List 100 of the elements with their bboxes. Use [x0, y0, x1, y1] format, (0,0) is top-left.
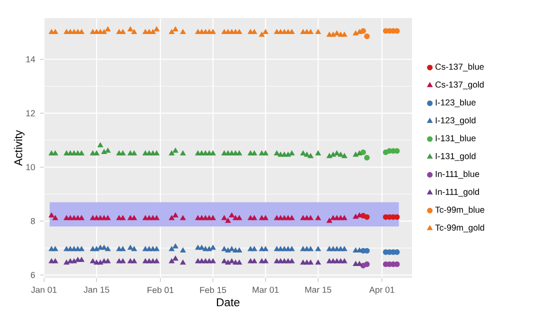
point [315, 215, 321, 220]
point [168, 258, 174, 264]
point [356, 29, 362, 34]
point [168, 246, 174, 252]
point [262, 246, 268, 252]
point [172, 212, 178, 218]
point [315, 29, 321, 34]
point [356, 150, 362, 156]
point [285, 152, 291, 157]
point [94, 246, 100, 252]
point [128, 244, 134, 250]
point [364, 214, 370, 220]
legend-label: I-131_blue [436, 134, 476, 143]
point [131, 150, 137, 156]
point [48, 150, 54, 156]
point [308, 260, 314, 265]
point [289, 258, 295, 264]
point [342, 215, 348, 220]
legend-label: I-123_gold [436, 117, 476, 126]
point [154, 26, 160, 32]
point [360, 149, 366, 156]
y-axis-title: Activity [14, 130, 24, 166]
point [180, 150, 186, 156]
point [131, 246, 137, 252]
point [154, 258, 160, 264]
point [262, 258, 268, 264]
point [364, 34, 370, 40]
point [315, 246, 321, 252]
point [131, 258, 137, 264]
point [105, 148, 111, 153]
point [364, 261, 370, 268]
point [180, 260, 186, 265]
point [315, 260, 321, 265]
point [78, 256, 84, 262]
point [52, 215, 58, 220]
point [330, 152, 336, 157]
point [131, 215, 137, 220]
point [64, 150, 70, 156]
point [180, 248, 186, 252]
point [195, 150, 201, 156]
legend-label: In-111_blue [436, 170, 480, 179]
point [334, 150, 340, 156]
point [48, 258, 54, 264]
point [168, 29, 174, 34]
x-tick-label: Feb 15 [200, 286, 226, 294]
x-tick-label: Mar 01 [252, 286, 279, 293]
point [131, 29, 137, 34]
point [315, 150, 321, 156]
point [48, 212, 54, 218]
point [278, 258, 284, 264]
point [278, 246, 284, 252]
point [71, 258, 77, 264]
point [308, 246, 314, 252]
point [52, 258, 58, 264]
point [154, 150, 160, 156]
y-tick-label: 14 [26, 56, 36, 62]
x-tick-label: Mar 15 [305, 286, 332, 293]
legend-label: Tc-99m_gold [435, 224, 484, 232]
point [352, 214, 358, 219]
point [172, 148, 178, 153]
point [120, 150, 126, 156]
legend-label: I-123_blue [436, 99, 476, 108]
y-tick-label: 10 [26, 164, 35, 170]
point [172, 26, 178, 32]
point [364, 154, 370, 160]
point [262, 29, 268, 34]
point [338, 152, 344, 157]
point [342, 246, 348, 252]
point [262, 215, 268, 220]
point [326, 153, 332, 158]
point [360, 28, 366, 34]
point [334, 30, 340, 36]
x-axis-title: Date [216, 298, 240, 306]
point [120, 258, 126, 264]
point [300, 150, 306, 156]
point [274, 150, 280, 156]
point [120, 215, 126, 220]
point [352, 30, 358, 36]
point [101, 244, 107, 250]
point [52, 150, 58, 156]
point [326, 218, 332, 223]
point [94, 150, 100, 156]
x-tick-label: Jan 01 [31, 286, 57, 293]
point [304, 152, 310, 157]
y-tick-label: 8 [30, 218, 35, 224]
y-tick-label: 6 [30, 272, 35, 278]
point [168, 150, 174, 156]
point [128, 26, 134, 32]
point [105, 258, 111, 264]
point [78, 246, 84, 252]
point [180, 215, 186, 220]
point [105, 215, 111, 220]
point [105, 26, 111, 32]
point [64, 260, 70, 265]
point [352, 152, 358, 157]
point [180, 29, 186, 34]
point [308, 153, 314, 158]
point [71, 150, 77, 156]
point [105, 246, 111, 252]
point [289, 150, 295, 156]
